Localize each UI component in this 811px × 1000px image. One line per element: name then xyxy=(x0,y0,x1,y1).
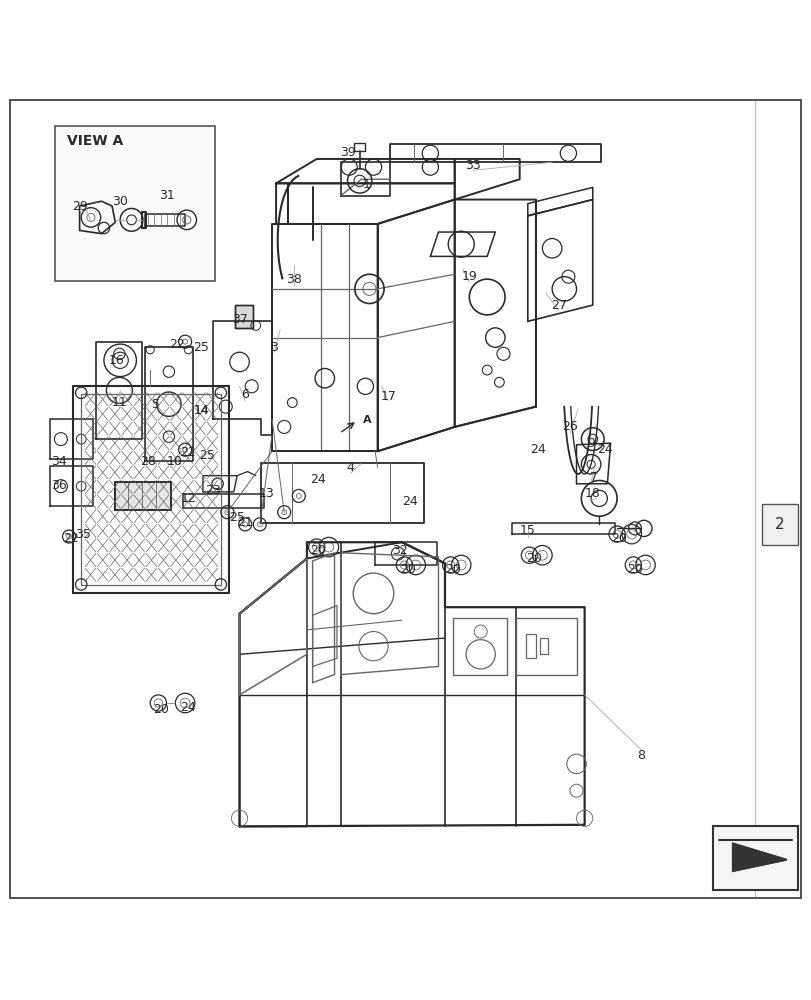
Text: 8: 8 xyxy=(637,749,645,762)
Text: A: A xyxy=(363,415,371,425)
Text: 24: 24 xyxy=(401,495,418,508)
Text: 25: 25 xyxy=(193,341,209,354)
Polygon shape xyxy=(235,305,253,328)
Text: 22: 22 xyxy=(63,532,79,545)
Text: 22: 22 xyxy=(169,338,185,351)
Text: 11: 11 xyxy=(111,396,127,409)
Text: 22: 22 xyxy=(180,446,196,459)
Text: 32: 32 xyxy=(391,544,407,557)
Bar xyxy=(55,126,215,281)
Text: 3: 3 xyxy=(270,341,278,354)
Text: 35: 35 xyxy=(75,528,91,541)
Text: 25: 25 xyxy=(199,449,215,462)
Text: 18: 18 xyxy=(584,487,600,500)
Text: 23: 23 xyxy=(204,484,221,497)
Text: 14: 14 xyxy=(193,404,209,417)
Text: 14: 14 xyxy=(193,404,209,417)
Text: 17: 17 xyxy=(380,390,396,403)
Text: VIEW A: VIEW A xyxy=(67,134,123,148)
Text: 24: 24 xyxy=(310,473,326,486)
Text: 2: 2 xyxy=(775,517,783,532)
Text: 25: 25 xyxy=(229,511,245,524)
Text: 38: 38 xyxy=(285,273,302,286)
Text: 10: 10 xyxy=(166,455,182,468)
Text: 1: 1 xyxy=(363,178,371,191)
Text: 4: 4 xyxy=(346,461,354,474)
Text: 12: 12 xyxy=(180,492,196,505)
Text: 36: 36 xyxy=(50,479,67,492)
Polygon shape xyxy=(115,482,170,510)
Polygon shape xyxy=(732,843,785,871)
Text: 37: 37 xyxy=(231,313,247,326)
Text: 13: 13 xyxy=(258,487,274,500)
Text: 20: 20 xyxy=(310,544,326,557)
Text: 20: 20 xyxy=(444,563,461,576)
Text: 24: 24 xyxy=(529,443,545,456)
Text: 7: 7 xyxy=(590,471,598,484)
Text: 26: 26 xyxy=(561,420,577,433)
Bar xyxy=(712,826,797,890)
Text: 24: 24 xyxy=(596,443,612,456)
Text: 20: 20 xyxy=(526,552,542,565)
Text: 20: 20 xyxy=(626,563,642,576)
Text: 30: 30 xyxy=(112,195,128,208)
Text: 5: 5 xyxy=(152,398,160,411)
Text: 20: 20 xyxy=(610,532,626,545)
Text: 20: 20 xyxy=(399,563,415,576)
Bar xyxy=(761,504,797,545)
Text: 34: 34 xyxy=(50,455,67,468)
Text: 21: 21 xyxy=(237,516,253,529)
Text: 28: 28 xyxy=(139,455,156,468)
Text: 39: 39 xyxy=(339,146,355,159)
Text: 24: 24 xyxy=(180,701,196,714)
Text: 31: 31 xyxy=(158,189,174,202)
Text: 19: 19 xyxy=(461,270,477,283)
Text: 33: 33 xyxy=(464,159,480,172)
Text: 16: 16 xyxy=(108,354,124,367)
Text: 9: 9 xyxy=(586,437,594,450)
Text: 6: 6 xyxy=(241,388,249,401)
Text: 29: 29 xyxy=(71,200,88,213)
Text: 20: 20 xyxy=(152,703,169,716)
Text: 27: 27 xyxy=(550,299,566,312)
Text: 15: 15 xyxy=(519,524,535,537)
